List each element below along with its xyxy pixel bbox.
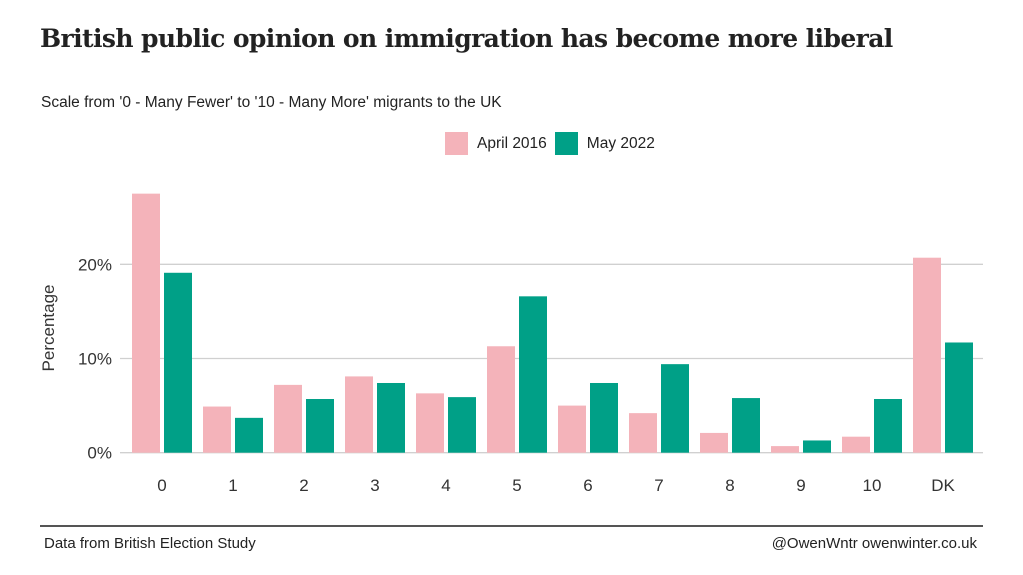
- legend-swatch-april-2016: [445, 132, 468, 155]
- chart-title: British public opinion on immigration ha…: [40, 24, 893, 53]
- legend-label-may-2022: May 2022: [586, 134, 655, 152]
- bar-may-2022-1: [235, 417, 263, 453]
- y-tick-label: 20%: [78, 255, 112, 274]
- gridlines: [120, 263, 983, 454]
- bar-may-2022-9: [803, 440, 831, 453]
- y-tick-label: 0%: [87, 444, 112, 463]
- bar-april-2016-7: [629, 413, 657, 453]
- legend-label-april-2016: April 2016: [477, 134, 547, 152]
- x-tick-label: 4: [441, 476, 450, 495]
- bar-april-2016-8: [700, 432, 728, 453]
- x-tick-labels: 0 1 2 3 4 5 6 7 8 9 10 DK: [157, 476, 955, 495]
- x-tick-label: 2: [299, 476, 308, 495]
- author-credit: @OwenWntr owenwinter.co.uk: [771, 535, 977, 552]
- legend-swatch-may-2022: [554, 132, 578, 155]
- bars: [132, 193, 973, 453]
- bar-may-2022-8: [732, 398, 760, 453]
- bar-april-2016-1: [203, 406, 231, 453]
- x-tick-label: 7: [654, 476, 663, 495]
- bar-april-2016-9: [771, 446, 799, 453]
- bar-april-2016-0: [132, 193, 160, 453]
- bar-may-2022-7: [661, 364, 689, 453]
- legend-item-may-2022: May 2022: [554, 132, 655, 155]
- x-tick-label: DK: [931, 476, 955, 495]
- bar-april-2016-dk: [913, 257, 941, 453]
- bar-may-2022-4: [448, 397, 476, 453]
- bar-may-2022-10: [874, 399, 902, 453]
- bar-april-2016-2: [274, 384, 302, 453]
- x-tick-label: 10: [863, 476, 882, 495]
- bar-april-2016-5: [487, 346, 515, 453]
- x-tick-label: 0: [157, 476, 166, 495]
- bar-april-2016-6: [558, 405, 586, 453]
- bar-may-2022-3: [377, 382, 405, 453]
- x-tick-label: 5: [512, 476, 521, 495]
- bar-may-2022-dk: [945, 342, 973, 453]
- chart-subtitle: Scale from '0 - Many Fewer' to '10 - Man…: [41, 94, 502, 111]
- x-tick-label: 3: [370, 476, 379, 495]
- bar-april-2016-3: [345, 376, 373, 453]
- y-axis-title: Percentage: [39, 285, 58, 372]
- legend-item-april-2016: April 2016: [445, 132, 547, 155]
- bar-april-2016-4: [416, 393, 444, 453]
- bar-may-2022-6: [590, 382, 618, 453]
- bar-may-2022-5: [519, 296, 547, 453]
- x-tick-label: 8: [725, 476, 734, 495]
- y-tick-labels: 0% 10% 20%: [78, 255, 112, 462]
- footer-divider: [40, 525, 983, 527]
- x-tick-label: 1: [228, 476, 237, 495]
- bar-may-2022-2: [306, 399, 334, 453]
- legend: April 2016 May 2022: [445, 132, 663, 155]
- source-note: Data from British Election Study: [44, 535, 256, 552]
- y-tick-label: 10%: [78, 350, 112, 369]
- x-tick-label: 9: [796, 476, 805, 495]
- x-tick-label: 6: [583, 476, 592, 495]
- bar-may-2022-0: [164, 272, 192, 453]
- bar-april-2016-10: [842, 436, 870, 453]
